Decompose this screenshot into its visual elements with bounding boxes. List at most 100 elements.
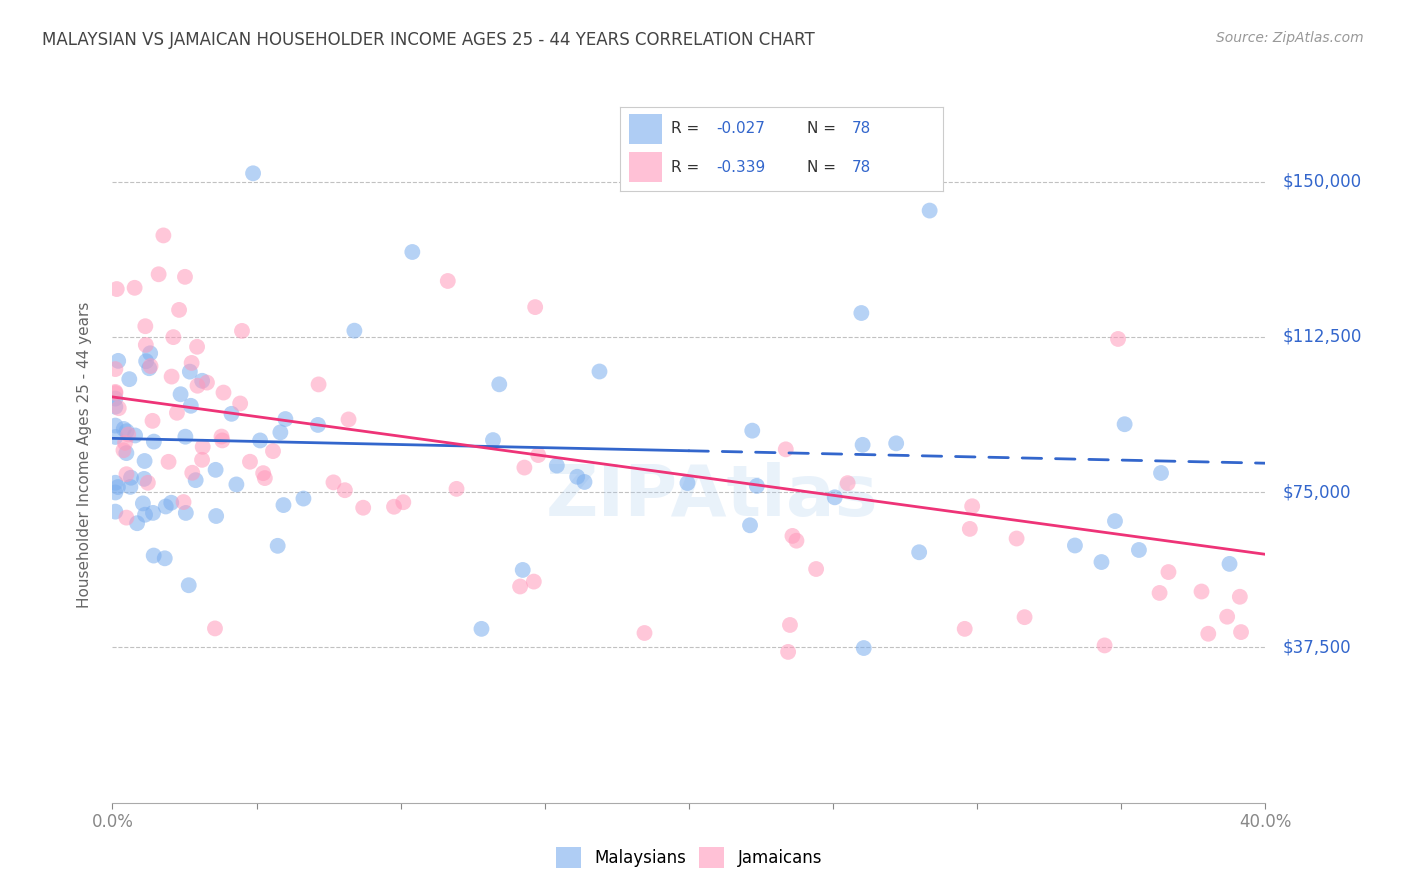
Point [252,466,274,480]
Point [142,506,165,520]
Point [482,433,505,447]
Point [174,430,197,444]
Point [738,518,761,533]
Point [242,166,264,180]
Point [195,376,218,390]
Point [162,330,184,344]
Point [1229,590,1251,604]
Point [211,429,233,443]
Point [221,407,243,421]
Point [212,385,235,400]
Point [142,549,165,563]
Point [782,529,804,543]
Point [104,392,127,406]
Point [138,361,160,376]
Point [112,443,135,458]
Point [104,475,127,490]
Point [152,228,174,243]
Point [273,498,295,512]
Point [112,422,135,436]
Legend: Malaysians, Jamaicans: Malaysians, Jamaicans [550,841,828,874]
Point [239,455,262,469]
Point [779,618,801,632]
Point [1094,639,1116,653]
Point [118,372,141,386]
Point [142,434,165,449]
Point [105,282,128,296]
Point [191,440,214,454]
Point [588,364,610,378]
Point [160,369,183,384]
Point [155,500,177,514]
Point [160,496,183,510]
Point [115,424,138,438]
Point [401,244,423,259]
Text: $112,500: $112,500 [1282,328,1361,346]
Y-axis label: Householder Income Ages 25 - 44 years: Householder Income Ages 25 - 44 years [77,301,91,608]
Point [574,475,596,489]
Point [148,267,170,281]
Point [153,551,176,566]
Point [157,455,180,469]
Point [186,378,208,392]
Point [884,436,907,450]
Point [741,424,763,438]
Point [231,324,253,338]
Point [107,480,129,494]
Point [1104,514,1126,528]
Point [1218,557,1240,571]
Point [745,479,768,493]
Point [180,356,202,370]
Point [446,482,468,496]
Point [115,446,138,460]
Point [1216,609,1239,624]
Point [174,269,197,284]
Point [186,340,208,354]
Point [778,645,800,659]
Point [132,472,155,486]
Point [166,406,188,420]
Point [135,338,157,352]
Point [824,491,846,505]
Point [488,377,510,392]
Point [908,545,931,559]
Text: $37,500: $37,500 [1282,639,1351,657]
Point [333,483,356,498]
Point [513,460,536,475]
Point [851,306,873,320]
Point [104,485,127,500]
Point [134,454,156,468]
Point [120,471,142,485]
Point [124,281,146,295]
Point [343,324,366,338]
Point [135,354,157,368]
Point [104,400,127,414]
Point [134,508,156,522]
Point [852,438,875,452]
Point [509,579,531,593]
Point [266,539,288,553]
Point [169,387,191,401]
Point [117,427,139,442]
Point [204,463,226,477]
Point [524,300,547,314]
Point [253,471,276,485]
Text: MALAYSIAN VS JAMAICAN HOUSEHOLDER INCOME AGES 25 - 44 YEARS CORRELATION CHART: MALAYSIAN VS JAMAICAN HOUSEHOLDER INCOME… [42,31,815,49]
Point [1107,332,1129,346]
Point [960,500,983,514]
Point [546,458,568,473]
Point [104,505,127,519]
Point [104,430,127,444]
Point [382,500,405,514]
Point [1064,539,1087,553]
Point [184,473,207,487]
Point [134,319,156,334]
Point [567,469,589,483]
Point [173,495,195,509]
Point [124,428,146,442]
Point [191,453,214,467]
Point [104,386,127,401]
Text: ZIPAtlas: ZIPAtlas [546,462,879,531]
Point [141,414,163,428]
Point [104,362,127,376]
